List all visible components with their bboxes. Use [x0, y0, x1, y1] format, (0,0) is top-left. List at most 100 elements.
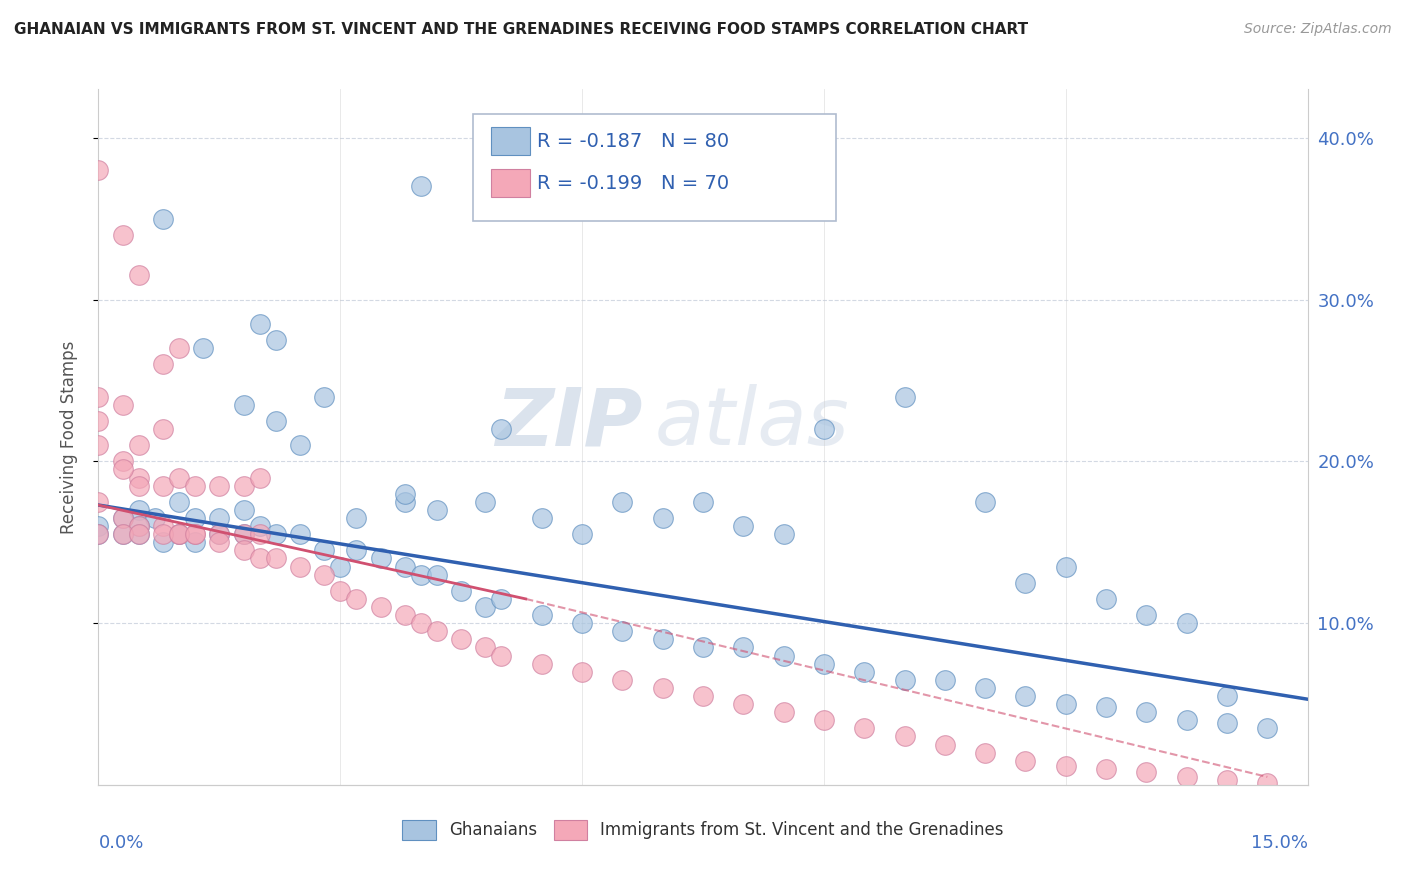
Point — [974, 746, 997, 760]
Point — [571, 527, 593, 541]
Point — [184, 511, 207, 525]
Point — [232, 527, 254, 541]
Point — [893, 730, 915, 744]
Point — [426, 503, 449, 517]
Point — [184, 535, 207, 549]
Text: atlas: atlas — [655, 384, 849, 462]
FancyBboxPatch shape — [474, 113, 837, 221]
Point — [128, 519, 150, 533]
Point — [772, 648, 794, 663]
Point — [87, 527, 110, 541]
Point — [232, 503, 254, 517]
Point — [111, 511, 134, 525]
Point — [249, 470, 271, 484]
Point — [530, 511, 553, 525]
Point — [208, 511, 231, 525]
Point — [426, 624, 449, 639]
Point — [491, 422, 513, 436]
Point — [733, 519, 755, 533]
Point — [249, 527, 271, 541]
Point — [314, 567, 336, 582]
Point — [152, 527, 174, 541]
Point — [893, 673, 915, 687]
Point — [1095, 591, 1118, 606]
Point — [651, 681, 673, 695]
Point — [853, 722, 876, 736]
Point — [1256, 722, 1278, 736]
Point — [1054, 559, 1077, 574]
Point — [344, 543, 367, 558]
Point — [612, 495, 634, 509]
Text: R = -0.199   N = 70: R = -0.199 N = 70 — [537, 174, 730, 193]
Point — [167, 470, 190, 484]
Point — [264, 527, 287, 541]
Point — [184, 527, 207, 541]
Point — [329, 559, 352, 574]
Point — [232, 543, 254, 558]
Point — [893, 390, 915, 404]
Point — [232, 527, 254, 541]
Point — [344, 591, 367, 606]
Point — [934, 673, 956, 687]
Point — [409, 567, 432, 582]
Point — [651, 632, 673, 647]
Point — [474, 640, 496, 655]
Point — [87, 163, 110, 178]
Point — [530, 657, 553, 671]
Point — [329, 583, 352, 598]
Point — [450, 583, 472, 598]
Point — [474, 495, 496, 509]
Point — [1054, 697, 1077, 711]
Point — [772, 705, 794, 719]
Point — [288, 438, 311, 452]
Point — [111, 454, 134, 468]
Point — [1054, 758, 1077, 772]
Point — [152, 422, 174, 436]
Point — [450, 632, 472, 647]
Point — [87, 414, 110, 428]
Point — [651, 511, 673, 525]
Point — [974, 681, 997, 695]
Point — [87, 390, 110, 404]
Point — [87, 438, 110, 452]
Point — [208, 527, 231, 541]
Point — [1216, 716, 1239, 731]
Point — [314, 390, 336, 404]
Point — [692, 495, 714, 509]
Point — [394, 486, 416, 500]
Point — [409, 179, 432, 194]
Point — [1135, 608, 1157, 623]
Point — [288, 559, 311, 574]
Point — [128, 470, 150, 484]
Point — [167, 527, 190, 541]
Point — [167, 495, 190, 509]
Point — [530, 608, 553, 623]
Point — [1014, 689, 1036, 703]
Point — [249, 317, 271, 331]
Point — [813, 422, 835, 436]
FancyBboxPatch shape — [492, 169, 530, 197]
Point — [409, 616, 432, 631]
Point — [264, 333, 287, 347]
Point — [491, 591, 513, 606]
Point — [1175, 713, 1198, 727]
Point — [571, 616, 593, 631]
Point — [1256, 776, 1278, 790]
Text: R = -0.187   N = 80: R = -0.187 N = 80 — [537, 132, 730, 151]
Point — [264, 551, 287, 566]
Point — [87, 495, 110, 509]
Point — [1135, 705, 1157, 719]
Point — [152, 478, 174, 492]
Point — [128, 478, 150, 492]
Point — [344, 511, 367, 525]
Point — [87, 527, 110, 541]
Point — [152, 519, 174, 533]
Point — [1014, 754, 1036, 768]
Point — [143, 511, 166, 525]
Point — [1135, 764, 1157, 779]
Point — [1216, 689, 1239, 703]
Point — [934, 738, 956, 752]
Point — [128, 527, 150, 541]
Point — [426, 567, 449, 582]
Point — [974, 495, 997, 509]
